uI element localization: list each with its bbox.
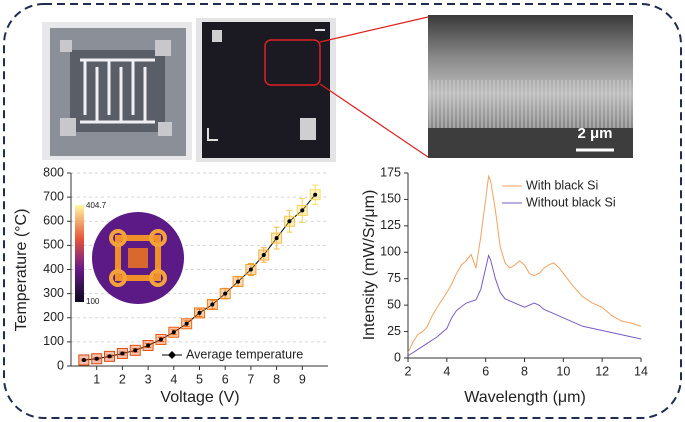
x-tick-label: 8 bbox=[521, 364, 528, 378]
marker bbox=[81, 357, 86, 362]
y-tick-label: 400 bbox=[43, 262, 64, 276]
y-tick-label: 800 bbox=[43, 165, 64, 179]
marker bbox=[197, 310, 202, 315]
y-tick-label: 150 bbox=[380, 192, 401, 206]
x-tick-label: 1 bbox=[93, 372, 100, 386]
x-axis-title: Wavelength (μm) bbox=[464, 389, 586, 406]
marker bbox=[184, 321, 189, 326]
x-tick-label: 9 bbox=[299, 372, 306, 386]
y-tick-label: 0 bbox=[394, 350, 401, 364]
marker bbox=[133, 348, 138, 353]
marker bbox=[313, 192, 318, 197]
zoom-line bbox=[319, 16, 429, 43]
y-tick-label: 100 bbox=[380, 245, 401, 259]
marker bbox=[146, 343, 151, 348]
zoom-box bbox=[264, 39, 321, 86]
x-tick-label: 6 bbox=[482, 364, 489, 378]
x-tick-label: 12 bbox=[595, 364, 609, 378]
y-axis-title: Intensity (mW/Sr/μm) bbox=[361, 190, 378, 341]
marker bbox=[120, 351, 125, 356]
border bbox=[3, 3, 682, 419]
y-tick-label: 600 bbox=[43, 214, 64, 228]
x-tick-label: 8 bbox=[273, 372, 280, 386]
legend-label: Average temperature bbox=[186, 347, 303, 361]
marker bbox=[210, 302, 215, 307]
y-tick-label: 175 bbox=[380, 165, 401, 179]
x-tick-label: 7 bbox=[247, 372, 254, 386]
marker bbox=[158, 337, 163, 342]
x-axis-title: Voltage (V) bbox=[160, 389, 239, 406]
y-tick-label: 500 bbox=[43, 238, 64, 252]
marker bbox=[287, 219, 292, 224]
y-tick-label: 75 bbox=[387, 271, 401, 285]
series-line bbox=[407, 174, 642, 353]
x-tick-label: 4 bbox=[170, 372, 177, 386]
marker bbox=[300, 208, 305, 213]
legend-label: Without black Si bbox=[526, 195, 616, 209]
y-tick-label: 700 bbox=[43, 189, 64, 203]
marker bbox=[94, 356, 99, 361]
y-tick-label: 200 bbox=[43, 310, 64, 324]
y-tick-label: 100 bbox=[43, 334, 64, 348]
y-tick-label: 125 bbox=[380, 218, 401, 232]
marker bbox=[261, 253, 266, 258]
colorbar-min: 100 bbox=[86, 297, 100, 306]
x-tick-label: 2 bbox=[405, 364, 412, 378]
x-tick-label: 10 bbox=[556, 364, 570, 378]
colorbar-max: 404.7 bbox=[86, 201, 107, 210]
scale-bar-label: 2 μm bbox=[577, 125, 612, 142]
x-tick-label: 4 bbox=[443, 364, 450, 378]
marker bbox=[236, 279, 241, 284]
x-tick-label: 5 bbox=[196, 372, 203, 386]
colorbar bbox=[75, 205, 84, 302]
series-line bbox=[407, 253, 642, 357]
sem-image: 2 μm bbox=[428, 15, 633, 158]
y-tick-label: 0 bbox=[57, 358, 64, 372]
marker bbox=[171, 330, 176, 335]
x-tick-label: 3 bbox=[145, 372, 152, 386]
device-photo bbox=[42, 18, 336, 162]
marker bbox=[274, 236, 279, 241]
marker bbox=[248, 267, 253, 272]
thermal-inset: 404.7 100 bbox=[75, 201, 184, 306]
x-tick-label: 2 bbox=[119, 372, 126, 386]
x-tick-label: 6 bbox=[222, 372, 229, 386]
legend-label: With black Si bbox=[526, 178, 598, 192]
zoom-line bbox=[319, 83, 429, 158]
x-tick-label: 14 bbox=[634, 364, 648, 378]
y-tick-label: 50 bbox=[387, 297, 401, 311]
y-axis-title: Temperature (°C) bbox=[13, 209, 30, 332]
y-tick-label: 300 bbox=[43, 286, 64, 300]
marker bbox=[107, 354, 112, 359]
marker bbox=[223, 291, 228, 296]
legend-marker bbox=[168, 351, 176, 359]
y-tick-label: 25 bbox=[387, 324, 401, 338]
